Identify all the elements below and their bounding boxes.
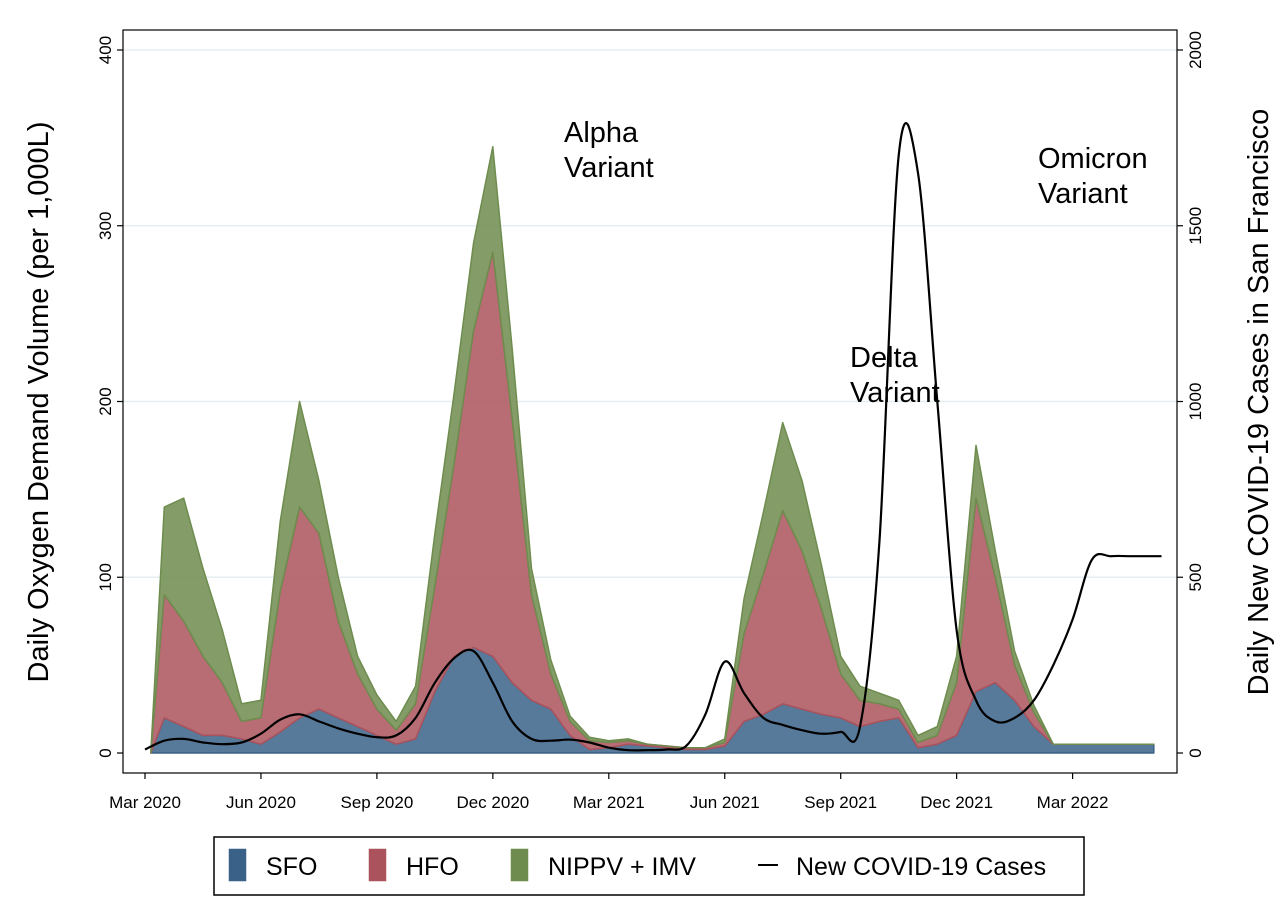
stacked-areas bbox=[150, 145, 1155, 754]
legend-box bbox=[213, 836, 1085, 896]
legend-swatch-sfo bbox=[228, 848, 247, 882]
x-tick-label: Dec 2020 bbox=[456, 793, 529, 812]
legend-swatch-hfo bbox=[368, 848, 387, 882]
annotation-omicron: Omicron Variant bbox=[1038, 143, 1148, 210]
x-tick-label: Sep 2021 bbox=[804, 793, 877, 812]
annotation-delta-line1: Delta bbox=[850, 342, 919, 374]
y-axis-label: Daily Oxygen Demand Volume (per 1,000L) bbox=[23, 122, 55, 683]
x-tick-label: Jun 2020 bbox=[226, 793, 296, 812]
y-tick-label: 0 bbox=[96, 748, 115, 757]
area-nippv-imv bbox=[150, 145, 1155, 754]
y2-axis-ticks: 0 500 1000 1500 2000 bbox=[1177, 31, 1205, 758]
legend-label-sfo: SFO bbox=[266, 853, 317, 881]
annotation-alpha: Alpha Variant bbox=[564, 117, 654, 184]
legend-swatch-nippv-imv bbox=[510, 848, 529, 882]
annotation-delta: Delta Variant bbox=[850, 342, 940, 409]
y-tick-label: 400 bbox=[96, 36, 115, 64]
y-tick-label: 300 bbox=[96, 212, 115, 240]
y-tick-label: 100 bbox=[96, 563, 115, 591]
annotation-omicron-line2: Variant bbox=[1038, 178, 1128, 210]
x-axis-ticks: Mar 2020 Jun 2020 Sep 2020 Dec 2020 Mar 2021… bbox=[109, 773, 1109, 812]
y-axis-ticks: 0 100 200 300 400 bbox=[96, 36, 123, 758]
legend-label-cases: New COVID-19 Cases bbox=[796, 853, 1046, 881]
annotation-alpha-line2: Variant bbox=[564, 152, 654, 184]
y-tick-label: 200 bbox=[96, 387, 115, 415]
y2-tick-label: 1000 bbox=[1186, 383, 1205, 421]
annotation-alpha-line1: Alpha bbox=[564, 117, 639, 149]
line-new-covid-cases bbox=[144, 122, 1162, 752]
y2-tick-label: 500 bbox=[1186, 563, 1205, 591]
x-tick-label: Jun 2021 bbox=[690, 793, 760, 812]
x-tick-label: Mar 2021 bbox=[573, 793, 645, 812]
legend: SFO HFO NIPPV + IMV New COVID-19 Cases bbox=[213, 836, 1085, 896]
y2-tick-label: 2000 bbox=[1186, 31, 1205, 69]
x-tick-label: Dec 2021 bbox=[920, 793, 993, 812]
y2-tick-label: 1500 bbox=[1186, 207, 1205, 245]
cases-line bbox=[144, 122, 1162, 752]
y2-axis-label: Daily New COVID-19 Cases in San Francisc… bbox=[1243, 109, 1275, 696]
legend-label-nippv-imv: NIPPV + IMV bbox=[548, 853, 696, 881]
annotation-delta-line2: Variant bbox=[850, 377, 940, 409]
y2-tick-label: 0 bbox=[1186, 748, 1205, 757]
legend-label-hfo: HFO bbox=[406, 853, 459, 881]
annotation-omicron-line1: Omicron bbox=[1038, 143, 1148, 175]
gridlines bbox=[123, 49, 1177, 578]
x-tick-label: Mar 2022 bbox=[1037, 793, 1109, 812]
x-tick-label: Sep 2020 bbox=[341, 793, 414, 812]
x-tick-label: Mar 2020 bbox=[109, 793, 181, 812]
